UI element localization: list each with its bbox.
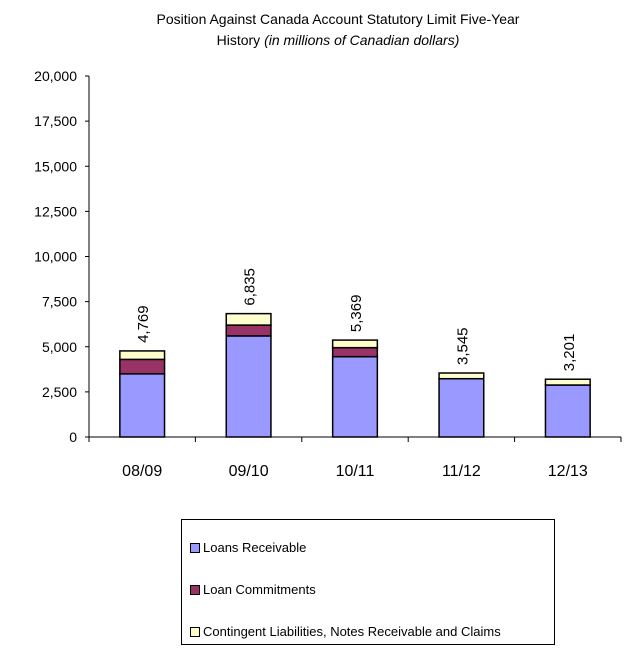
legend-swatch-loan-commitments bbox=[190, 584, 200, 595]
x-tick-label: 09/10 bbox=[229, 463, 269, 480]
legend-swatch-loans-receivable bbox=[190, 542, 200, 553]
y-axis: 0 2,500 5,000 7,500 10,000 12,500 15,000 17,500… bbox=[34, 68, 90, 445]
y-tick-label: 10,000 bbox=[34, 249, 77, 265]
legend-label-loans-receivable: Loans Receivable bbox=[203, 540, 307, 555]
legend-item-loan-commitments: Loan Commitments bbox=[190, 582, 316, 597]
y-tick-label: 17,500 bbox=[34, 113, 77, 129]
chart-title-line1: Position Against Canada Account Statutor… bbox=[157, 11, 520, 27]
y-tick-label: 20,000 bbox=[34, 68, 77, 84]
legend-label-contingent-liabilities: Contingent Liabilities, Notes Receivable… bbox=[203, 624, 501, 639]
x-axis: 08/09 09/10 10/11 11/12 12/13 bbox=[88, 436, 622, 480]
y-tick-label: 5,000 bbox=[42, 339, 77, 355]
y-tick-label: 0 bbox=[69, 429, 77, 445]
legend-label-loan-commitments: Loan Commitments bbox=[203, 582, 316, 597]
bar-segment-contingent-liabilities bbox=[119, 350, 166, 361]
bars bbox=[119, 312, 591, 438]
bar-total-label: 4,769 bbox=[135, 305, 152, 343]
chart-title-plain: History bbox=[217, 32, 264, 48]
y-tick-label: 7,500 bbox=[42, 294, 77, 310]
bar-segment-contingent-liabilities bbox=[438, 372, 485, 380]
bar-segment-loan-commitments bbox=[331, 346, 379, 358]
legend: Loans Receivable Loan Commitments Contin… bbox=[181, 519, 555, 645]
x-tick-label: 08/09 bbox=[122, 463, 162, 480]
y-tick-label: 2,500 bbox=[42, 384, 77, 400]
bar-segment-loans-receivable bbox=[331, 355, 379, 438]
legend-item-loans-receivable: Loans Receivable bbox=[190, 540, 306, 555]
chart-svg: Position Against Canada Account Statutor… bbox=[34, 11, 622, 480]
chart-title-line2: History (in millions of Canadian dollars… bbox=[217, 32, 460, 48]
bar-segment-loans-receivable bbox=[438, 377, 485, 438]
x-tick-label: 12/13 bbox=[548, 463, 588, 480]
bar-segment-loan-commitments bbox=[119, 358, 166, 375]
legend-swatch-contingent-liabilities bbox=[190, 626, 200, 637]
x-tick-label: 11/12 bbox=[442, 463, 481, 480]
bar-total-label: 3,201 bbox=[561, 334, 578, 372]
bar-total-label: 5,369 bbox=[348, 295, 365, 333]
bar-segment-loan-commitments bbox=[225, 324, 272, 337]
bar-segment-contingent-liabilities bbox=[331, 339, 379, 349]
bar-segment-loans-receivable bbox=[119, 373, 166, 438]
total-labels: 4,769 6,835 5,369 3,545 3,201 bbox=[135, 268, 578, 371]
bar-total-label: 6,835 bbox=[242, 268, 259, 306]
bar-segment-loans-receivable bbox=[225, 335, 272, 438]
bar-segment-contingent-liabilities bbox=[225, 312, 272, 326]
x-tick-label: 10/11 bbox=[336, 463, 375, 480]
bar-total-label: 3,545 bbox=[454, 327, 471, 365]
bar-segment-loans-receivable bbox=[544, 384, 591, 438]
legend-item-contingent-liabilities: Contingent Liabilities, Notes Receivable… bbox=[190, 624, 501, 639]
bar-segment-contingent-liabilities bbox=[544, 378, 591, 386]
y-tick-label: 15,000 bbox=[34, 158, 77, 174]
y-tick-label: 12,500 bbox=[34, 203, 77, 219]
chart-title-italic: (in millions of Canadian dollars) bbox=[264, 32, 459, 48]
